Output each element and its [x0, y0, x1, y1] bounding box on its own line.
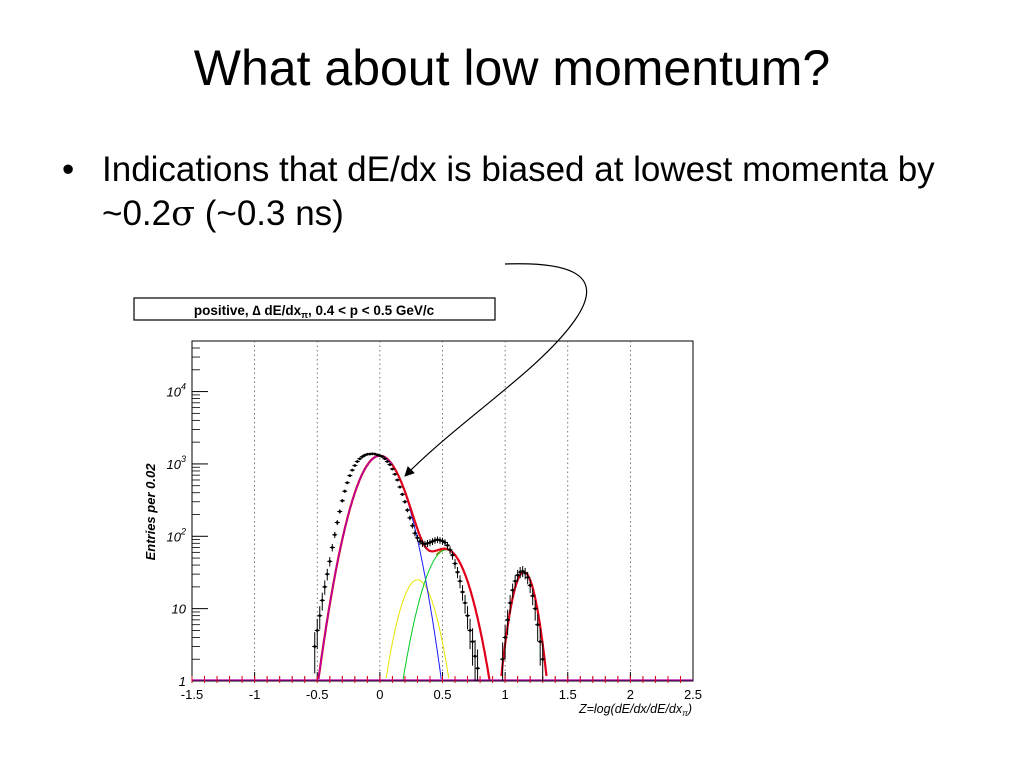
y-tick-label: 104	[167, 382, 186, 400]
data-point	[391, 467, 394, 471]
y-tick-label: 103	[167, 454, 186, 472]
x-tick-label: -1	[249, 687, 261, 702]
data-point	[333, 533, 337, 537]
data-point	[343, 489, 347, 493]
data-point	[458, 579, 462, 583]
data-point	[416, 536, 419, 540]
data-point	[473, 654, 477, 658]
data-point	[533, 607, 537, 611]
data-point	[468, 629, 472, 632]
data-point	[418, 539, 422, 543]
data-point	[323, 585, 327, 589]
data-point	[330, 546, 334, 549]
total-fit-curve	[317, 454, 491, 680]
data-point	[411, 524, 414, 528]
data-point	[350, 468, 354, 472]
data-point	[396, 478, 399, 482]
data-point	[441, 539, 444, 543]
x-tick-label: 0	[376, 687, 383, 702]
chart-title: positive, ∆ dE/dxπ, 0.4 < p < 0.5 GeV/c	[194, 303, 435, 320]
data-point	[398, 485, 402, 489]
bullet-text-b: (~0.3 ns)	[195, 194, 344, 233]
bullet-marker: •	[62, 150, 75, 189]
data-point	[406, 508, 409, 512]
data-point	[325, 572, 329, 576]
data-point	[466, 614, 469, 618]
data-point	[511, 588, 515, 592]
data-point	[538, 640, 542, 644]
data-point	[335, 521, 339, 524]
data-point	[315, 629, 319, 632]
x-tick-label: -0.5	[306, 687, 328, 702]
data-point	[508, 601, 512, 605]
data-point	[403, 500, 407, 504]
data-point	[461, 590, 464, 594]
x-tick-label: 1.5	[559, 687, 577, 702]
annotation-arrow	[404, 263, 588, 477]
red-peak-fit-curve	[500, 570, 548, 677]
data-point	[451, 553, 454, 557]
data-point	[355, 460, 359, 463]
data-point	[380, 455, 384, 459]
data-point	[528, 583, 532, 587]
data-point	[541, 657, 545, 661]
x-tick-label: 0.5	[433, 687, 451, 702]
data-point	[506, 618, 510, 622]
data-point	[385, 460, 389, 463]
x-tick-label: 2	[627, 687, 634, 702]
data-point	[413, 531, 417, 535]
data-point	[476, 666, 479, 670]
data-point	[513, 579, 517, 583]
data-point	[526, 576, 530, 579]
y-tick-label: 10	[172, 602, 187, 617]
data-point	[463, 601, 467, 605]
data-point	[501, 657, 505, 661]
y-tick-label: 1	[179, 674, 186, 689]
yellow-fit-curve	[385, 579, 450, 679]
data-point	[456, 570, 459, 574]
data-point	[453, 562, 457, 565]
data-point	[536, 623, 540, 627]
sigma-symbol: σ	[171, 194, 196, 234]
bullet-item: • Indications that dE/dx is biased at low…	[62, 148, 962, 236]
data-point	[471, 640, 474, 644]
data-point	[348, 474, 352, 477]
bullet-text-a: Indications that dE/dx is biased at lowe…	[102, 150, 935, 233]
slide-title: What about low momentum?	[193, 40, 831, 96]
data-point	[521, 569, 525, 573]
data-point	[388, 463, 392, 466]
x-tick-label: -1.5	[181, 687, 203, 702]
data-point	[360, 455, 364, 459]
data-point	[328, 559, 332, 563]
bullet-list: • Indications that dE/dx is biased at low…	[62, 148, 962, 236]
data-point	[313, 645, 317, 648]
data-point	[401, 492, 404, 496]
x-tick-label: 1	[502, 687, 509, 702]
data-point	[320, 598, 324, 602]
data-point	[516, 573, 520, 577]
x-tick-label: 2.5	[684, 687, 702, 702]
data-point	[531, 594, 535, 598]
data-point	[408, 516, 412, 520]
x-axis-label: Z=log(dE/dx/dE/dxπ)	[578, 702, 692, 718]
data-point	[446, 543, 449, 547]
data-point	[523, 571, 527, 575]
data-point	[345, 481, 349, 485]
data-point	[338, 510, 342, 513]
data-point	[503, 636, 507, 639]
y-tick-label: 102	[167, 526, 186, 544]
data-point	[448, 548, 452, 552]
data-point	[383, 457, 387, 461]
y-axis-label: Entries per 0.02	[143, 463, 158, 561]
data-point	[353, 464, 357, 467]
data-point	[443, 541, 447, 544]
data-point	[318, 614, 322, 618]
data-point	[393, 472, 397, 476]
data-point	[340, 499, 344, 503]
data-point	[358, 457, 362, 461]
chart-title-box	[133, 297, 496, 321]
